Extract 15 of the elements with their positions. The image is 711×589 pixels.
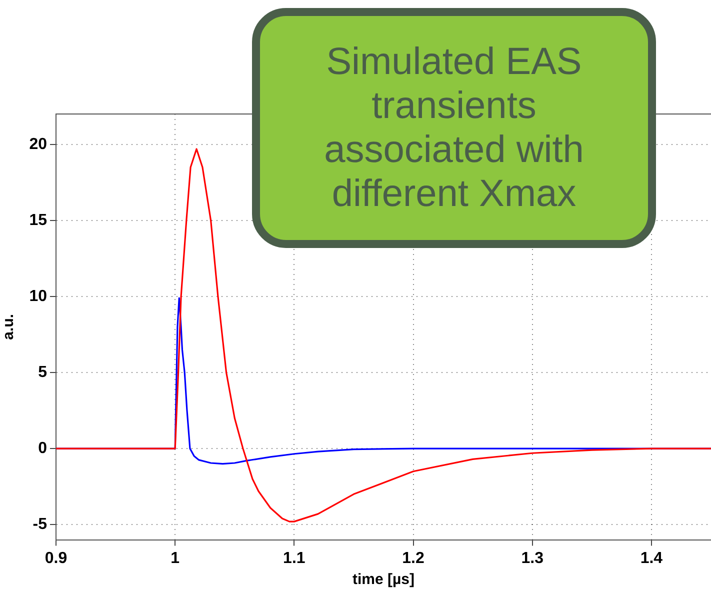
callout-box: Simulated EAS transients associated with different Xmax (252, 8, 656, 248)
x-tick-label: 1.3 (521, 550, 544, 567)
x-tick-label: 1.2 (402, 550, 424, 567)
y-tick-label: 0 (38, 440, 48, 457)
x-tick-label: 1.1 (283, 550, 306, 567)
y-tick-label: -5 (32, 516, 48, 533)
x-axis-title: time [µs] (352, 571, 414, 588)
x-tick-label: 0.9 (44, 550, 68, 567)
y-tick-label: 5 (38, 364, 48, 381)
x-tick-label: 1 (170, 550, 180, 567)
x-tick-label: 1.4 (640, 550, 663, 567)
y-tick-label: 20 (29, 136, 48, 153)
y-axis-title: a.u. (0, 314, 18, 340)
y-tick-label: 15 (29, 212, 48, 229)
y-tick-label: 10 (29, 288, 48, 305)
